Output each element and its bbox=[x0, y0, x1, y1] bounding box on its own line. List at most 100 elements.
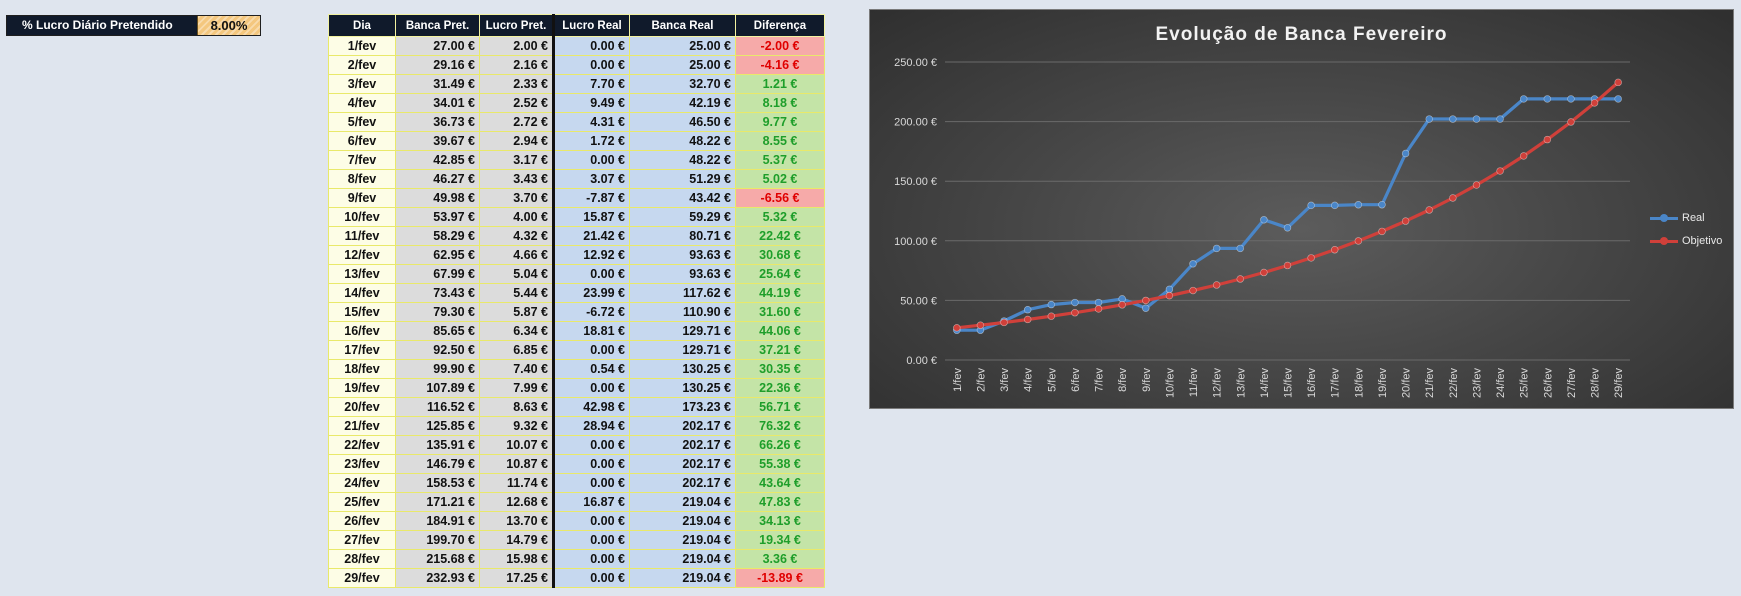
cell-lucro-pret[interactable]: 3.43 € bbox=[479, 169, 554, 189]
cell-lucro-pret[interactable]: 2.52 € bbox=[479, 93, 554, 113]
cell-banca-pret[interactable]: 107.89 € bbox=[395, 378, 480, 398]
header-lucro-pret[interactable]: Lucro Pret. bbox=[479, 14, 554, 37]
cell-dia[interactable]: 29/fev bbox=[328, 568, 396, 588]
cell-lucro-pret[interactable]: 7.99 € bbox=[479, 378, 554, 398]
cell-diferenca[interactable]: 56.71 € bbox=[735, 397, 825, 417]
cell-diferenca[interactable]: 76.32 € bbox=[735, 416, 825, 436]
cell-lucro-real[interactable]: 9.49 € bbox=[552, 93, 630, 113]
cell-diferenca[interactable]: 1.21 € bbox=[735, 74, 825, 94]
cell-banca-pret[interactable]: 34.01 € bbox=[395, 93, 480, 113]
cell-diferenca[interactable]: -6.56 € bbox=[735, 188, 825, 208]
cell-dia[interactable]: 3/fev bbox=[328, 74, 396, 94]
cell-lucro-real[interactable]: 0.00 € bbox=[552, 340, 630, 360]
cell-diferenca[interactable]: 31.60 € bbox=[735, 302, 825, 322]
cell-diferenca[interactable]: 8.18 € bbox=[735, 93, 825, 113]
cell-lucro-pret[interactable]: 4.66 € bbox=[479, 245, 554, 265]
cell-lucro-real[interactable]: 0.00 € bbox=[552, 150, 630, 170]
cell-lucro-pret[interactable]: 7.40 € bbox=[479, 359, 554, 379]
cell-lucro-real[interactable]: 0.00 € bbox=[552, 36, 630, 56]
cell-dia[interactable]: 2/fev bbox=[328, 55, 396, 75]
cell-lucro-pret[interactable]: 6.85 € bbox=[479, 340, 554, 360]
cell-diferenca[interactable]: 19.34 € bbox=[735, 530, 825, 550]
cell-lucro-real[interactable]: 15.87 € bbox=[552, 207, 630, 227]
cell-banca-real[interactable]: 130.25 € bbox=[629, 378, 736, 398]
cell-lucro-real[interactable]: 23.99 € bbox=[552, 283, 630, 303]
cell-banca-pret[interactable]: 73.43 € bbox=[395, 283, 480, 303]
cell-lucro-real[interactable]: 0.00 € bbox=[552, 549, 630, 569]
cell-diferenca[interactable]: 5.37 € bbox=[735, 150, 825, 170]
cell-lucro-pret[interactable]: 17.25 € bbox=[479, 568, 554, 588]
cell-banca-real[interactable]: 219.04 € bbox=[629, 568, 736, 588]
cell-banca-real[interactable]: 117.62 € bbox=[629, 283, 736, 303]
cell-dia[interactable]: 10/fev bbox=[328, 207, 396, 227]
cell-banca-pret[interactable]: 27.00 € bbox=[395, 36, 480, 56]
cell-lucro-real[interactable]: 7.70 € bbox=[552, 74, 630, 94]
cell-banca-pret[interactable]: 42.85 € bbox=[395, 150, 480, 170]
cell-lucro-real[interactable]: 21.42 € bbox=[552, 226, 630, 246]
cell-banca-pret[interactable]: 232.93 € bbox=[395, 568, 480, 588]
cell-banca-real[interactable]: 48.22 € bbox=[629, 150, 736, 170]
cell-lucro-pret[interactable]: 4.32 € bbox=[479, 226, 554, 246]
header-diferenca[interactable]: Diferença bbox=[735, 14, 825, 37]
cell-dia[interactable]: 6/fev bbox=[328, 131, 396, 151]
cell-diferenca[interactable]: -13.89 € bbox=[735, 568, 825, 588]
cell-diferenca[interactable]: 5.02 € bbox=[735, 169, 825, 189]
cell-banca-pret[interactable]: 39.67 € bbox=[395, 131, 480, 151]
cell-lucro-pret[interactable]: 10.87 € bbox=[479, 454, 554, 474]
cell-dia[interactable]: 11/fev bbox=[328, 226, 396, 246]
cell-dia[interactable]: 21/fev bbox=[328, 416, 396, 436]
cell-banca-real[interactable]: 219.04 € bbox=[629, 511, 736, 531]
cell-dia[interactable]: 13/fev bbox=[328, 264, 396, 284]
cell-banca-pret[interactable]: 199.70 € bbox=[395, 530, 480, 550]
cell-banca-real[interactable]: 59.29 € bbox=[629, 207, 736, 227]
cell-dia[interactable]: 17/fev bbox=[328, 340, 396, 360]
cell-banca-pret[interactable]: 29.16 € bbox=[395, 55, 480, 75]
cell-banca-pret[interactable]: 36.73 € bbox=[395, 112, 480, 132]
cell-dia[interactable]: 16/fev bbox=[328, 321, 396, 341]
cell-diferenca[interactable]: 37.21 € bbox=[735, 340, 825, 360]
cell-lucro-real[interactable]: 0.54 € bbox=[552, 359, 630, 379]
cell-diferenca[interactable]: 22.42 € bbox=[735, 226, 825, 246]
cell-diferenca[interactable]: 30.68 € bbox=[735, 245, 825, 265]
cell-banca-real[interactable]: 32.70 € bbox=[629, 74, 736, 94]
header-lucro-real[interactable]: Lucro Real bbox=[552, 14, 630, 37]
cell-banca-pret[interactable]: 79.30 € bbox=[395, 302, 480, 322]
cell-lucro-real[interactable]: 28.94 € bbox=[552, 416, 630, 436]
cell-lucro-pret[interactable]: 5.44 € bbox=[479, 283, 554, 303]
cell-banca-real[interactable]: 42.19 € bbox=[629, 93, 736, 113]
cell-dia[interactable]: 1/fev bbox=[328, 36, 396, 56]
cell-banca-pret[interactable]: 46.27 € bbox=[395, 169, 480, 189]
bankroll-chart[interactable]: Evolução de Banca Fevereiro 0.00 € 50.00 … bbox=[869, 9, 1734, 409]
cell-dia[interactable]: 25/fev bbox=[328, 492, 396, 512]
cell-lucro-real[interactable]: 0.00 € bbox=[552, 568, 630, 588]
cell-dia[interactable]: 8/fev bbox=[328, 169, 396, 189]
cell-banca-pret[interactable]: 53.97 € bbox=[395, 207, 480, 227]
cell-lucro-pret[interactable]: 10.07 € bbox=[479, 435, 554, 455]
cell-banca-real[interactable]: 219.04 € bbox=[629, 549, 736, 569]
cell-dia[interactable]: 20/fev bbox=[328, 397, 396, 417]
cell-dia[interactable]: 26/fev bbox=[328, 511, 396, 531]
cell-banca-real[interactable]: 25.00 € bbox=[629, 55, 736, 75]
cell-diferenca[interactable]: 34.13 € bbox=[735, 511, 825, 531]
cell-diferenca[interactable]: 44.19 € bbox=[735, 283, 825, 303]
cell-lucro-pret[interactable]: 12.68 € bbox=[479, 492, 554, 512]
cell-dia[interactable]: 19/fev bbox=[328, 378, 396, 398]
cell-lucro-pret[interactable]: 11.74 € bbox=[479, 473, 554, 493]
cell-banca-real[interactable]: 129.71 € bbox=[629, 340, 736, 360]
cell-banca-real[interactable]: 48.22 € bbox=[629, 131, 736, 151]
cell-banca-pret[interactable]: 215.68 € bbox=[395, 549, 480, 569]
cell-lucro-pret[interactable]: 2.00 € bbox=[479, 36, 554, 56]
cell-banca-pret[interactable]: 58.29 € bbox=[395, 226, 480, 246]
cell-banca-pret[interactable]: 116.52 € bbox=[395, 397, 480, 417]
cell-banca-real[interactable]: 202.17 € bbox=[629, 473, 736, 493]
cell-dia[interactable]: 22/fev bbox=[328, 435, 396, 455]
cell-dia[interactable]: 4/fev bbox=[328, 93, 396, 113]
cell-lucro-pret[interactable]: 13.70 € bbox=[479, 511, 554, 531]
cell-dia[interactable]: 28/fev bbox=[328, 549, 396, 569]
profit-target-input[interactable]: 8.00% bbox=[197, 16, 260, 35]
cell-diferenca[interactable]: 22.36 € bbox=[735, 378, 825, 398]
cell-lucro-real[interactable]: 4.31 € bbox=[552, 112, 630, 132]
cell-banca-pret[interactable]: 158.53 € bbox=[395, 473, 480, 493]
cell-lucro-real[interactable]: 42.98 € bbox=[552, 397, 630, 417]
cell-lucro-pret[interactable]: 2.72 € bbox=[479, 112, 554, 132]
